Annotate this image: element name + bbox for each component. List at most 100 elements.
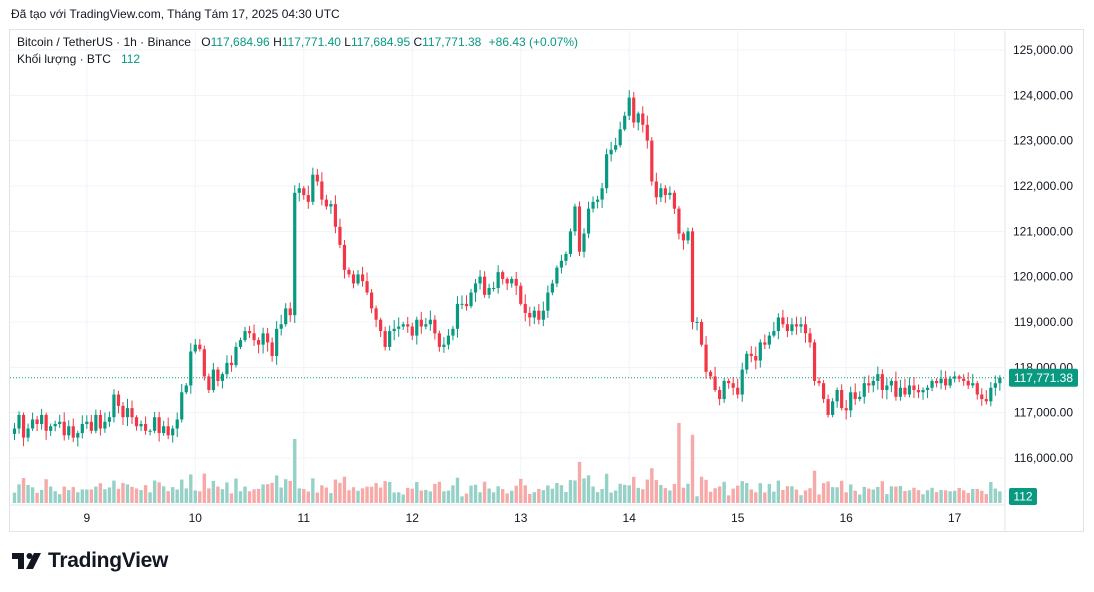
volume-bar: [320, 485, 324, 503]
volume-bar: [672, 483, 677, 503]
candle: [202, 345, 206, 381]
volume-bar: [717, 486, 722, 503]
volume-bar: [116, 488, 121, 503]
candle: [442, 337, 446, 353]
time-tick-label: 15: [731, 511, 745, 525]
low-value: 117,684.95: [350, 35, 411, 49]
candle: [510, 276, 514, 288]
volume-bar: [871, 489, 875, 503]
candle: [989, 381, 993, 407]
volume-bar: [157, 482, 161, 503]
candle: [329, 200, 333, 214]
volume-bar: [139, 490, 143, 503]
candle: [966, 372, 970, 389]
volume-bar: [247, 491, 252, 503]
volume-bar: [491, 492, 496, 503]
candle: [189, 343, 193, 394]
volume-bar: [360, 488, 365, 503]
candle: [26, 423, 30, 442]
volume-bar: [329, 493, 333, 503]
candle: [433, 315, 437, 340]
symbol-label: Bitcoin / TetherUS · 1h · Binance: [17, 35, 191, 49]
volume-bar: [76, 492, 80, 503]
volume-bar: [808, 488, 812, 503]
volume-bar: [650, 468, 654, 503]
candle: [812, 339, 817, 386]
candle: [473, 278, 478, 302]
candle: [930, 379, 934, 392]
candle: [333, 195, 338, 234]
candle: [907, 377, 912, 398]
candle: [858, 391, 862, 402]
candle: [406, 316, 410, 333]
candle: [672, 190, 677, 214]
candle: [30, 412, 35, 431]
candle: [71, 418, 75, 443]
volume-bar: [980, 490, 984, 503]
candle: [180, 384, 184, 423]
open-label: O: [201, 35, 211, 49]
high-value: 117,771.40: [281, 35, 341, 49]
volume-bar: [858, 494, 862, 503]
volume-bar: [519, 478, 523, 503]
candle: [564, 251, 568, 266]
candle: [663, 185, 667, 204]
volume-bar: [401, 494, 405, 503]
candle: [605, 148, 609, 194]
candles: [12, 90, 1002, 447]
price-tick-label: 125,000.00: [1013, 43, 1073, 57]
candle: [934, 378, 939, 388]
volume-bar: [378, 487, 383, 503]
price-tick-label: 116,000.00: [1014, 451, 1073, 465]
candle: [745, 350, 749, 374]
volume-bar: [636, 487, 640, 503]
chart-panel[interactable]: [9, 29, 1084, 532]
volume-bar: [428, 491, 433, 503]
candle: [315, 168, 319, 186]
candle: [306, 185, 310, 209]
candle: [876, 366, 880, 390]
volume-bar: [803, 490, 808, 503]
candle: [175, 412, 179, 438]
candle: [984, 390, 988, 405]
volume-bar: [198, 491, 202, 503]
tradingview-brand[interactable]: TradingView: [12, 549, 168, 573]
candle: [360, 266, 365, 287]
price-tick-label: 122,000.00: [1013, 179, 1073, 193]
volume-bar: [903, 491, 907, 503]
volume-bar: [830, 487, 835, 503]
volume-bar: [85, 489, 89, 503]
volume-bar: [487, 488, 491, 503]
volume-bar: [39, 489, 44, 503]
volume-bar: [62, 486, 66, 503]
price-tick-label: 123,000.00: [1013, 134, 1073, 148]
candle: [184, 383, 188, 395]
volume-bar: [754, 492, 758, 503]
volume-bar: [44, 479, 48, 503]
candle: [749, 346, 753, 363]
volume-bar: [229, 493, 234, 503]
candle: [636, 111, 640, 131]
candle: [993, 375, 997, 396]
candle: [460, 295, 464, 310]
candle: [211, 362, 215, 393]
candle: [116, 390, 121, 414]
candle: [148, 428, 152, 436]
candle: [754, 346, 758, 370]
volume-bar: [930, 487, 934, 503]
time-tick-label: 14: [623, 511, 637, 525]
time-tick-label: 10: [189, 511, 203, 525]
candle: [220, 372, 225, 389]
volume-bar: [243, 486, 247, 503]
candle: [799, 317, 803, 333]
candle: [505, 277, 509, 291]
volume-bar: [600, 489, 604, 503]
volume-bar: [627, 485, 631, 503]
candle: [944, 370, 948, 390]
grid-lines: [10, 31, 1004, 505]
candle: [962, 374, 966, 386]
volume-bar: [595, 492, 600, 503]
volume-bar: [315, 492, 320, 503]
candle: [731, 377, 735, 395]
